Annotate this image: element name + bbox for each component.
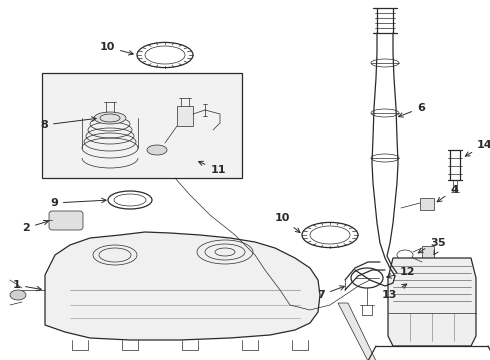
Text: 7: 7	[317, 286, 344, 300]
Polygon shape	[388, 258, 476, 346]
Text: 6: 6	[398, 103, 425, 117]
Text: 9: 9	[50, 198, 106, 208]
Text: 3: 3	[418, 238, 438, 253]
Text: 14: 14	[466, 140, 490, 156]
Text: 8: 8	[40, 117, 96, 130]
Text: 10: 10	[99, 42, 133, 55]
Ellipse shape	[147, 145, 167, 155]
Bar	[420, 198, 434, 210]
Ellipse shape	[10, 290, 26, 300]
Polygon shape	[45, 232, 320, 340]
Text: 2: 2	[22, 220, 49, 233]
Text: 5: 5	[434, 238, 444, 255]
Ellipse shape	[94, 112, 126, 124]
Text: 13: 13	[382, 284, 407, 300]
Bar	[42, 73, 242, 178]
Text: 12: 12	[387, 267, 416, 278]
Bar	[177, 106, 193, 126]
Text: 1: 1	[12, 280, 41, 291]
Text: 4: 4	[437, 185, 458, 202]
Polygon shape	[338, 303, 376, 360]
Text: 11: 11	[198, 161, 226, 175]
Text: 10: 10	[274, 213, 300, 233]
Bar	[422, 246, 434, 264]
FancyBboxPatch shape	[49, 211, 83, 230]
